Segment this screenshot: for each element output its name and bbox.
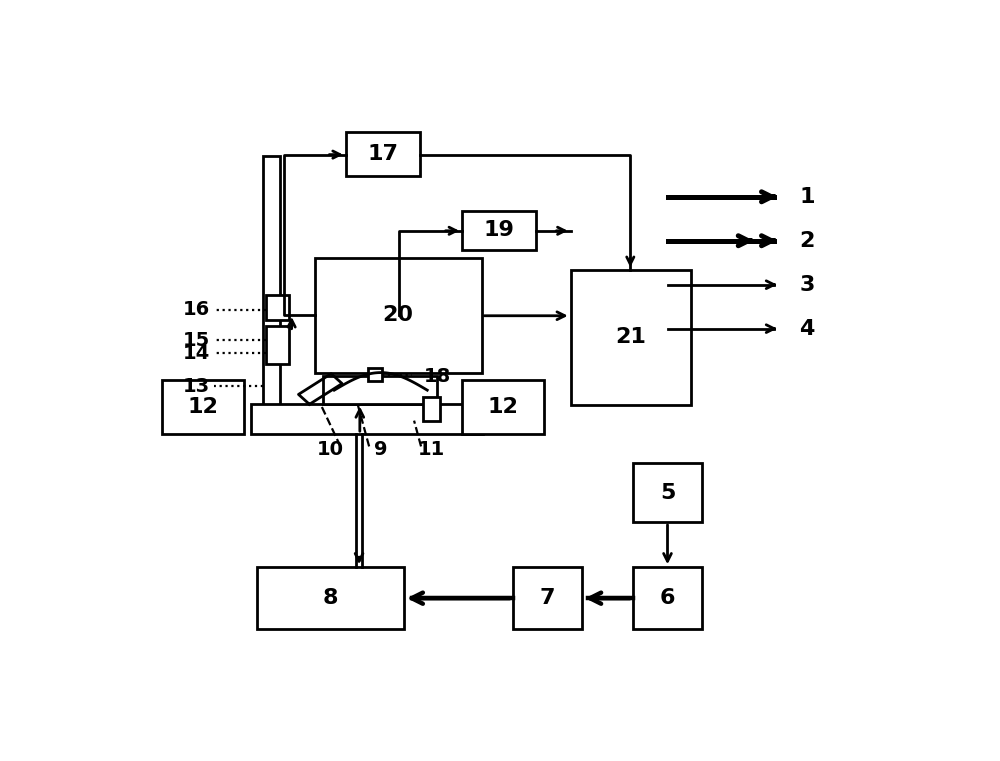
- Text: 18: 18: [423, 367, 451, 386]
- Text: 9: 9: [374, 440, 388, 459]
- Bar: [633, 567, 702, 629]
- Bar: [633, 463, 702, 522]
- Text: 17: 17: [367, 145, 398, 164]
- Bar: [315, 258, 482, 373]
- Text: 6: 6: [660, 588, 675, 608]
- Text: 12: 12: [187, 397, 218, 417]
- Text: 1: 1: [799, 186, 815, 207]
- Bar: [263, 156, 280, 431]
- Text: 12: 12: [487, 397, 518, 417]
- Text: 7: 7: [540, 588, 555, 608]
- Bar: [323, 375, 437, 403]
- Text: 15: 15: [183, 331, 210, 350]
- Bar: [346, 132, 420, 177]
- Text: 21: 21: [615, 327, 646, 348]
- Bar: [368, 368, 382, 381]
- Text: 16: 16: [183, 301, 210, 320]
- Text: 5: 5: [660, 482, 675, 503]
- Text: 19: 19: [484, 221, 514, 240]
- Bar: [462, 380, 544, 434]
- Bar: [257, 567, 404, 629]
- Text: 10: 10: [317, 440, 344, 459]
- Bar: [266, 326, 289, 364]
- Bar: [162, 380, 244, 434]
- Text: 14: 14: [183, 344, 210, 363]
- Text: 2: 2: [799, 231, 815, 250]
- Text: 3: 3: [799, 275, 815, 295]
- Text: 4: 4: [799, 319, 815, 339]
- Bar: [571, 270, 691, 405]
- Text: 11: 11: [418, 440, 445, 459]
- Bar: [512, 567, 582, 629]
- Bar: [266, 295, 289, 320]
- Text: 13: 13: [183, 377, 210, 396]
- Text: 8: 8: [323, 588, 338, 608]
- Text: 20: 20: [383, 305, 414, 326]
- Bar: [251, 403, 483, 434]
- Bar: [423, 397, 440, 421]
- Bar: [462, 212, 536, 250]
